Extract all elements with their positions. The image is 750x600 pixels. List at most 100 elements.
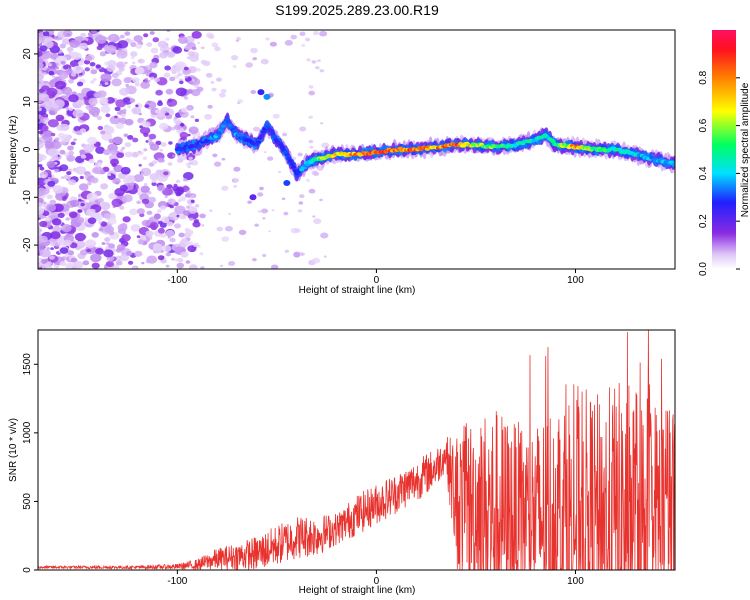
spectrogram-cell <box>200 59 207 65</box>
spectrogram-cell <box>167 198 176 205</box>
spectrogram-cell <box>216 226 224 232</box>
spectrogram-cell <box>175 179 181 184</box>
spectrogram-cell <box>122 216 131 223</box>
spectrogram-cell <box>148 133 157 140</box>
spectrogram-cell <box>47 63 53 67</box>
spectrogram-cell <box>48 70 55 76</box>
spectrogram-cell <box>98 227 104 232</box>
spectrogram-cell <box>55 114 65 122</box>
colorbar-tick-label: 0.0 <box>698 262 709 276</box>
spectrogram-cell <box>44 141 55 149</box>
spectrogram-cell <box>95 248 104 255</box>
spectrogram-cell <box>194 118 199 122</box>
spectrogram-cell <box>174 258 179 262</box>
spectrogram-cell <box>72 65 84 74</box>
spectrogram-cell <box>77 61 84 66</box>
spectrogram-cell <box>77 112 83 117</box>
spectrogram-cell <box>272 113 280 119</box>
spectrogram-cell <box>69 51 79 60</box>
spectrogram-cell <box>287 159 293 163</box>
spectrogram-cell <box>47 148 60 157</box>
spectrogram-cell <box>114 106 121 112</box>
spectrogram-cell <box>79 42 89 50</box>
spectrogram-cell <box>141 198 150 205</box>
spectrogram-cell <box>151 182 157 186</box>
spectrogram-cell <box>237 99 244 104</box>
spectrogram-cell <box>160 216 170 224</box>
spectrogram-cell <box>77 81 84 87</box>
spectrogram-cell <box>38 94 44 99</box>
spectrogram-cell <box>47 180 56 187</box>
spectrogram-cell <box>120 113 126 118</box>
spectrogram-cell <box>184 96 189 100</box>
spectrogram-cell <box>174 124 182 130</box>
spectrogram-cell <box>160 250 164 253</box>
spectrogram-cell <box>96 115 103 121</box>
spectrogram-cell <box>100 73 112 82</box>
spectrogram-cell <box>190 195 194 199</box>
colorbar-tick-label: 0.6 <box>698 118 709 132</box>
spectrogram-cell <box>38 231 41 234</box>
spectrogram-cell <box>200 266 205 269</box>
spectrogram-cell <box>66 46 74 53</box>
spectrogram-cell <box>157 157 164 163</box>
spectrogram-cell <box>125 175 136 184</box>
spectrogram-cell <box>142 121 151 128</box>
spectrogram-cell <box>319 30 328 37</box>
spectrogram-cell <box>271 209 275 212</box>
spectrogram-cell <box>153 213 161 220</box>
spectrogram-cell <box>157 185 166 192</box>
spectrogram-cell <box>87 32 93 37</box>
spectrogram-cell <box>164 65 171 71</box>
spectrogram-cell <box>38 62 44 69</box>
spectrogram-cell <box>141 261 145 265</box>
spectrogram-cell <box>86 192 98 202</box>
spectrogram-cell <box>114 188 125 197</box>
spectrogram-cell <box>69 60 80 68</box>
spectrogram-cell <box>191 46 197 51</box>
spectrogram-cell <box>253 126 260 132</box>
spectrogram-cell <box>134 250 143 257</box>
spectrogram-cell <box>103 149 111 156</box>
spectrogram-cell <box>291 165 297 169</box>
spectrogram-cell <box>214 46 221 52</box>
spectrogram-cell <box>83 96 88 100</box>
spectrogram-cell <box>84 67 91 72</box>
spectrogram-cell <box>54 266 59 269</box>
spectrogram-cell <box>176 158 184 164</box>
spectrogram-cell <box>257 89 265 96</box>
spectrogram-cell <box>209 209 213 212</box>
spectrogram-cell <box>270 131 276 136</box>
spectrogram-cell <box>76 99 85 106</box>
spectrogram-cell <box>74 240 86 249</box>
spectrogram-cell <box>149 61 158 69</box>
spectrogram-cell <box>135 43 143 49</box>
spectrogram-cell <box>233 178 240 183</box>
spectrogram-cell <box>283 211 289 216</box>
colorbar-label: Normalized spectral amplitude <box>740 82 750 217</box>
spectrogram-cell <box>99 169 105 174</box>
spectrogram-cell <box>130 51 138 57</box>
spectrogram-cell <box>236 36 242 41</box>
spectrogram-cell <box>88 97 98 106</box>
spectrogram-y-label: Frequency (Hz) <box>8 116 19 185</box>
spectrogram-cell <box>186 190 191 194</box>
spectrogram-cell <box>204 113 213 120</box>
spectrogram-cell <box>55 66 60 70</box>
spectrogram-cell <box>132 266 138 269</box>
spectrogram-cell <box>252 57 257 61</box>
spectrogram-cell <box>65 217 71 221</box>
spectrogram-cell <box>120 166 131 175</box>
spectrogram-cell <box>160 142 167 147</box>
spectrogram-cell <box>66 171 72 176</box>
spectrogram-cell <box>95 64 102 69</box>
spectrogram-cell <box>216 77 222 82</box>
spectrogram-cell <box>313 171 320 176</box>
spectrogram-cell <box>121 234 131 242</box>
spectrogram-cell <box>284 152 290 157</box>
spectrogram-x-ticks: -100 0 100 <box>167 269 584 286</box>
spectrogram-cell <box>90 253 102 263</box>
spectrogram-cell <box>180 251 189 258</box>
spectrogram-cell <box>163 171 169 176</box>
spectrogram-cell <box>94 161 102 168</box>
